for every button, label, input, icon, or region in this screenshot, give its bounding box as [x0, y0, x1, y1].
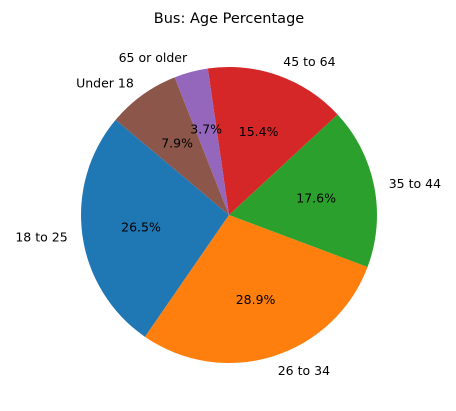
- pct-label-18-to-25: 26.5%: [121, 219, 161, 234]
- pie-slice-65-or-older: [174, 68, 229, 215]
- pct-label-under-18: 7.9%: [161, 135, 193, 150]
- category-label-26-to-34: 26 to 34: [278, 363, 330, 378]
- category-label-45-to-64: 45 to 64: [283, 54, 335, 69]
- pct-label-45-to-64: 15.4%: [239, 124, 279, 139]
- category-label-65-or-older: 65 or older: [119, 50, 188, 65]
- chart-title: Bus: Age Percentage: [154, 11, 304, 27]
- pct-label-65-or-older: 3.7%: [190, 122, 222, 137]
- pct-label-35-to-44: 17.6%: [296, 190, 336, 205]
- pie-slice-26-to-34: [144, 215, 368, 363]
- category-labels: 18 to 25 26 to 34 35 to 44 45 to 64 65 or ol…: [15, 50, 441, 378]
- pie-slice-35-to-44: [229, 114, 377, 267]
- category-label-35-to-44: 35 to 44: [389, 176, 441, 191]
- pie-slice-18-to-25: [81, 119, 229, 337]
- percentage-labels: 26.5% 28.9% 17.6% 15.4% 3.7%7.9%: [121, 122, 336, 308]
- pct-label-26-to-34: 28.9%: [236, 292, 276, 307]
- category-label-under-18: Under 18: [76, 75, 134, 90]
- category-label-18-to-25: 18 to 25: [15, 229, 67, 244]
- pie-slice-45-to-64: [207, 67, 338, 215]
- pie-slices: [81, 67, 377, 363]
- pie-slice-under-18: [115, 77, 229, 215]
